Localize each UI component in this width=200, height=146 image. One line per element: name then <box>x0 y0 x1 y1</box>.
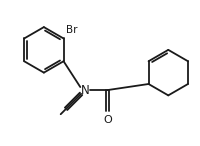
Text: O: O <box>103 115 112 125</box>
Text: Br: Br <box>66 25 77 35</box>
Text: N: N <box>80 84 89 97</box>
